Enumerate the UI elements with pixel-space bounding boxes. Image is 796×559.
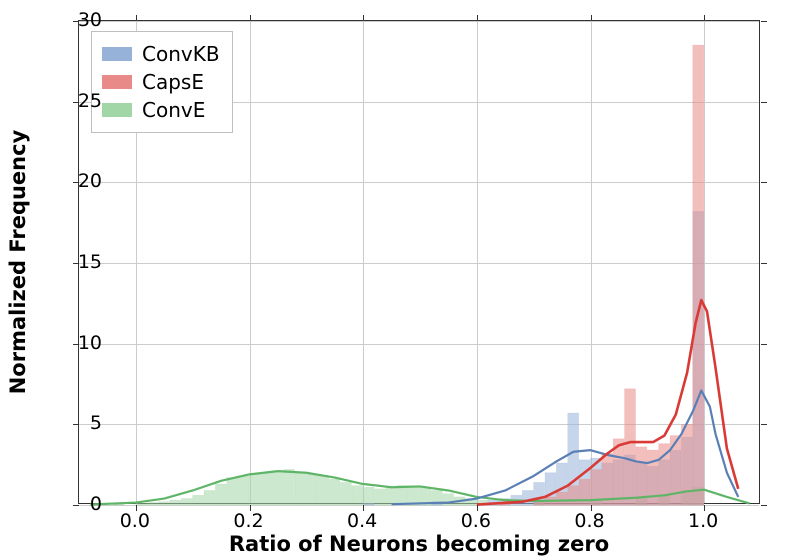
hist-bar — [409, 486, 420, 505]
legend: ConvKB CapsE ConvE — [91, 31, 233, 133]
hist-bar — [238, 476, 249, 505]
y-tick-label: 30 — [62, 9, 102, 31]
legend-item-capse: CapsE — [102, 68, 220, 96]
hist-bar — [363, 487, 374, 505]
hist-bar — [397, 486, 408, 505]
plot-box: ConvKB CapsE ConvE — [78, 20, 760, 504]
legend-swatch-conve — [102, 103, 132, 117]
y-tick-label: 15 — [62, 251, 102, 273]
hist-bar — [193, 495, 204, 505]
hist-bar — [181, 499, 192, 505]
x-tick-label: 0.0 — [120, 510, 150, 532]
legend-swatch-convkb — [102, 47, 132, 61]
y-axis-label: Normalized Frequency — [6, 130, 30, 395]
y-tick-label: 25 — [62, 90, 102, 112]
legend-label: ConvKB — [142, 40, 220, 68]
hist-bar — [352, 486, 363, 505]
chart-plot-area: ConvKB CapsE ConvE — [78, 20, 760, 504]
hist-bar — [375, 489, 386, 505]
x-tick-label: 1.0 — [688, 510, 718, 532]
x-tick-label: 0.6 — [461, 510, 491, 532]
hist-bar — [136, 503, 147, 505]
hist-bar — [170, 500, 181, 505]
hist-bar — [522, 490, 533, 505]
hist-bar — [272, 471, 283, 505]
hist-bar — [340, 482, 351, 505]
hist-bar — [295, 473, 306, 505]
hist-bar — [306, 474, 317, 505]
hist-bar — [329, 479, 340, 505]
hist-bar — [693, 45, 704, 505]
y-tick-label: 20 — [62, 170, 102, 192]
x-tick-label: 0.2 — [233, 510, 263, 532]
x-axis-label: Ratio of Neurons becoming zero — [229, 532, 609, 556]
hist-bar — [215, 484, 226, 505]
legend-item-convkb: ConvKB — [102, 40, 220, 68]
hist-bar — [284, 470, 295, 505]
y-tick-label: 10 — [62, 332, 102, 354]
legend-swatch-capse — [102, 75, 132, 89]
legend-label: ConvE — [142, 96, 205, 124]
hist-bar — [159, 502, 170, 505]
hist-bar — [147, 503, 158, 505]
hist-bar — [204, 490, 215, 505]
legend-item-conve: ConvE — [102, 96, 220, 124]
hist-bar — [250, 474, 261, 505]
hist-bar — [318, 476, 329, 505]
hist-bar — [261, 473, 272, 505]
y-tick-label: 0 — [62, 493, 102, 515]
x-tick-label: 0.8 — [574, 510, 604, 532]
hist-bar — [386, 487, 397, 505]
hist-bar — [363, 503, 374, 505]
y-tick-label: 5 — [62, 412, 102, 434]
hist-bar — [625, 389, 636, 505]
hist-bar — [556, 492, 567, 505]
legend-label: CapsE — [142, 68, 204, 96]
hist-bar — [227, 478, 238, 505]
x-tick-label: 0.4 — [347, 510, 377, 532]
hist-bar — [602, 453, 613, 505]
hist-bar — [568, 486, 579, 505]
